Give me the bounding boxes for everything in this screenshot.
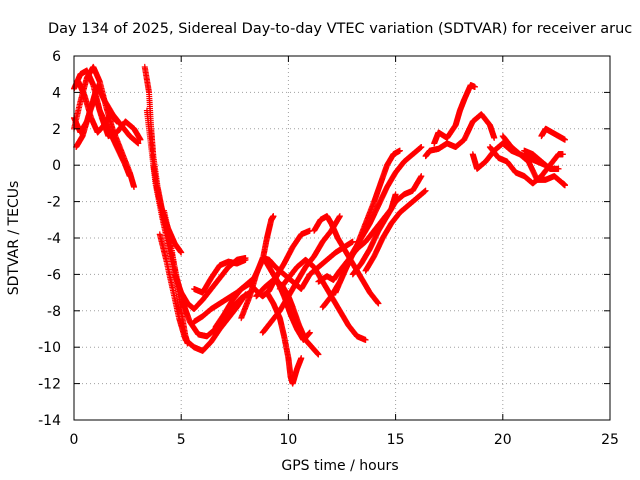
data-point: [126, 173, 133, 180]
series-pass-7: [143, 107, 249, 312]
data-point: [131, 184, 138, 191]
data-marks: [71, 63, 568, 387]
series-pass-8: [150, 162, 253, 340]
data-point: [135, 140, 142, 147]
grid: [74, 56, 610, 420]
series-pass-26: [431, 82, 478, 147]
data-point: [178, 249, 185, 256]
series-pass-23: [332, 144, 425, 296]
series-pass-9: [156, 231, 249, 354]
chart-title: Day 134 of 2025, Sidereal Day-to-day VTE…: [48, 21, 632, 37]
data-point: [113, 118, 120, 125]
data-point: [137, 136, 144, 143]
series-pass-5: [75, 78, 120, 136]
